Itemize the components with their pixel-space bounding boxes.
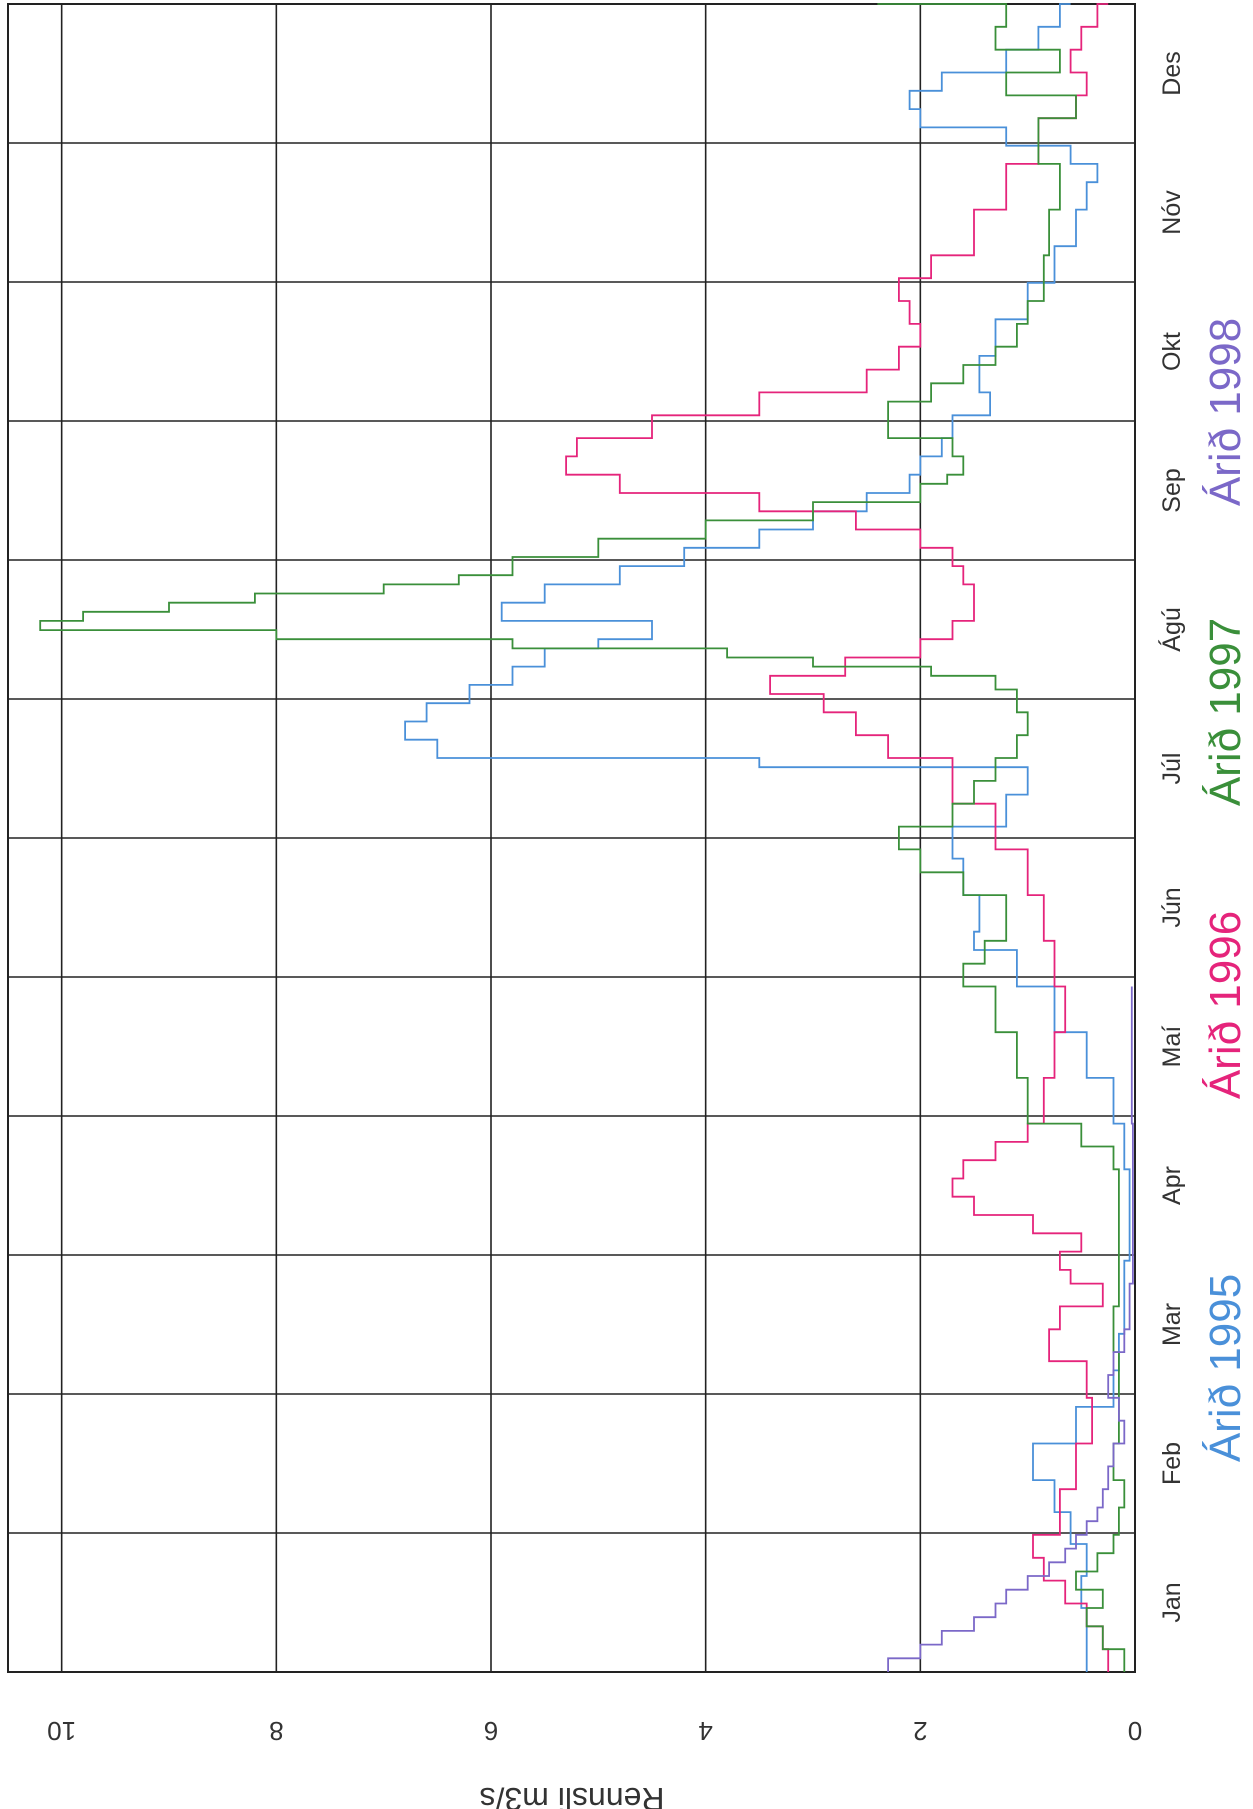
month-label: Maí <box>1158 1026 1186 1068</box>
value-tick-label: 6 <box>484 1716 498 1746</box>
series-line-0 <box>404 3 1131 1672</box>
axis-title: Rennsli m3/s <box>480 1781 665 1809</box>
legend-label-0: Árið 1995 <box>1201 1274 1250 1462</box>
month-label: Sep <box>1158 468 1186 512</box>
month-label: Jún <box>1158 887 1186 927</box>
series-layer <box>39 3 1134 1672</box>
month-label: Des <box>1158 51 1186 95</box>
month-label: Mar <box>1158 1303 1186 1346</box>
month-label: Jan <box>1158 1582 1186 1622</box>
legend-label-2: Árið 1997 <box>1201 618 1250 806</box>
month-label: Júl <box>1158 753 1186 785</box>
month-label: Ágú <box>1157 607 1186 651</box>
value-tick-label: 8 <box>269 1716 283 1746</box>
grid-layer <box>7 3 1136 1673</box>
month-label: Feb <box>1158 1442 1186 1485</box>
value-tick-label: 10 <box>47 1716 76 1746</box>
value-tick-label: 2 <box>913 1716 927 1746</box>
legend-label-1: Árið 1996 <box>1201 911 1250 1099</box>
legend-label-3: Árið 1998 <box>1201 318 1250 506</box>
month-label: Nóv <box>1158 190 1186 235</box>
month-label: Okt <box>1158 332 1186 371</box>
label-layer: 0 2 4 6 8 10 Jan Feb Mar Apr Maí Jún Júl Ágú Sep Okt Nóv… <box>47 51 1186 1809</box>
legend-layer: Árið 1995 Árið 1996 Árið 1997 Árið 1998 <box>1201 318 1250 1462</box>
series-line-1 <box>565 3 1110 1672</box>
month-label: Apr <box>1158 1166 1186 1205</box>
value-tick-label: 0 <box>1128 1716 1142 1746</box>
value-tick-label: 4 <box>698 1716 712 1746</box>
series-line-3 <box>887 986 1134 1672</box>
